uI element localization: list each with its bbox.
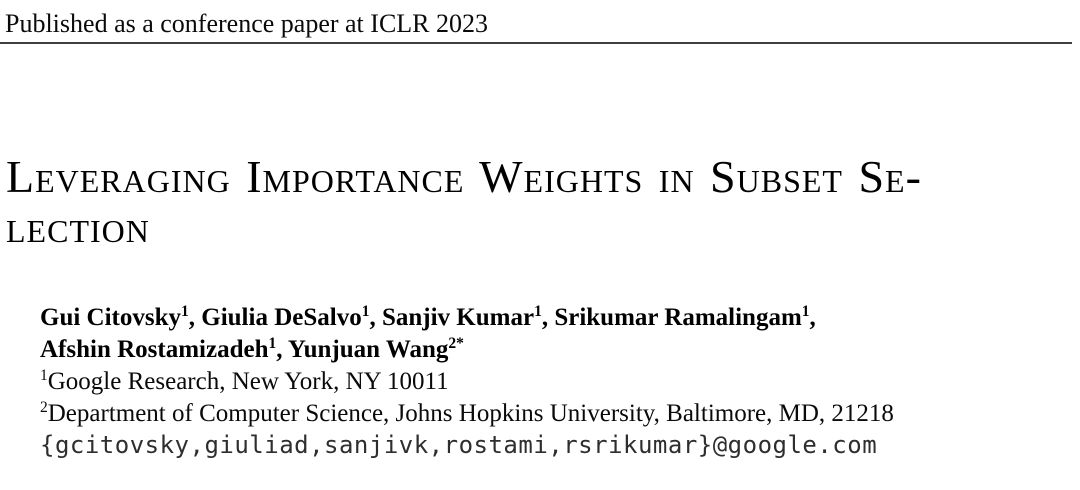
author-affiliation-superscript: 2* [448,335,464,353]
author-affiliation-superscript: 1 [361,303,370,321]
header-rule [0,42,1072,44]
author-line-1: Gui Citovsky1, Giulia DeSalvo1, Sanjiv K… [40,302,1080,334]
affiliation-line-1: 1Google Research, New York, NY 10011 [40,366,1080,398]
author-name: Yunjuan Wang [287,336,449,363]
author-affiliation-superscript: 1 [801,303,810,321]
author-affiliation-superscript: 1 [268,335,277,353]
author-name: Srikumar Ramalingam [554,304,802,331]
running-header: Published as a conference paper at ICLR … [0,0,1080,37]
author-separator: , [541,304,555,331]
author-name: Sanjiv Kumar [381,304,535,331]
author-separator: , [369,304,382,331]
affiliation-superscript: 2 [40,399,48,417]
author-affiliation-superscript: 1 [534,303,542,321]
title-line-1: Leveraging Importance Weights in Subset … [6,151,922,202]
paper-title: Leveraging Importance Weights in Subset … [6,152,1080,252]
author-name: Gui Citovsky [40,304,182,331]
author-affiliation-superscript: 1 [181,303,189,321]
affiliation-text: Department of Computer Science, Johns Ho… [47,400,894,427]
author-separator: , [276,336,288,363]
author-separator: , [188,304,202,331]
email-text: {gcitovsky,giuliad,sanjivk,rostami,rsrik… [40,431,878,459]
title-line-2: lection [6,201,150,252]
author-name: Afshin Rostamizadeh [40,336,269,363]
running-header-text: Published as a conference paper at ICLR … [5,9,489,38]
affiliation-superscript: 1 [40,367,48,385]
affiliation-text: Google Research, New York, NY 10011 [47,368,449,395]
email-line-google: {gcitovsky,giuliad,sanjivk,rostami,rsrik… [40,430,1080,490]
author-line-2: Afshin Rostamizadeh1, Yunjuan Wang2* [40,334,1080,366]
author-name: Giulia DeSalvo [201,304,362,331]
author-separator: , [809,304,816,331]
author-block: Gui Citovsky1, Giulia DeSalvo1, Sanjiv K… [40,302,1080,490]
affiliation-line-2: 2Department of Computer Science, Johns H… [40,398,1080,430]
